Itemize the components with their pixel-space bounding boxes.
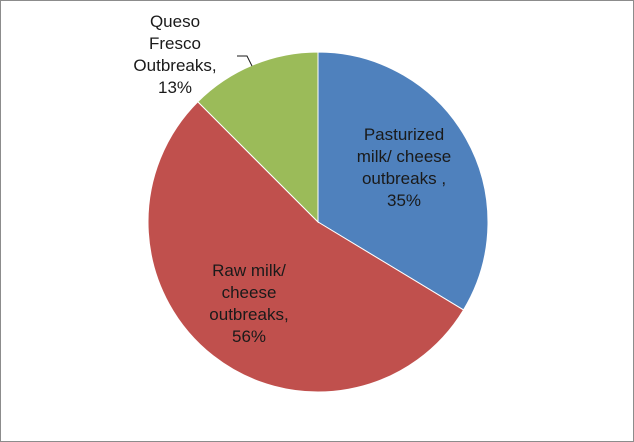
data-label-line: outbreaks, — [209, 305, 288, 324]
leader-line-queso-fresco — [237, 55, 253, 67]
data-label-line: Pasturized — [364, 125, 444, 144]
pie-slice-pasteurized — [317, 51, 489, 311]
data-label-pasteurized: Pasturized milk/ cheese outbreaks , 35% — [357, 125, 451, 210]
data-label-line: Queso — [150, 12, 200, 31]
pie-slices — [147, 51, 489, 393]
data-label-line: 35% — [387, 191, 421, 210]
data-label-line: 13% — [158, 78, 192, 97]
data-label-line: 56% — [232, 327, 266, 346]
data-label-line: Raw milk/ — [212, 261, 286, 280]
data-label-line: Outbreaks, — [133, 56, 216, 75]
data-label-line: cheese — [222, 283, 277, 302]
data-label-line: milk/ cheese — [357, 147, 451, 166]
data-labels: Pasturized milk/ cheese outbreaks , 35% Raw … — [133, 12, 451, 346]
pie-slice-raw — [147, 101, 465, 393]
data-label-line: Fresco — [149, 34, 201, 53]
leader-lines — [237, 55, 253, 67]
data-label-raw: Raw milk/cheese outbreaks, 56% — [209, 261, 288, 346]
pie-slice-queso-fresco — [197, 51, 319, 224]
data-label-queso-fresco: Queso Fresco Outbreaks, 13% — [133, 12, 216, 97]
data-label-line: outbreaks , — [362, 169, 446, 188]
